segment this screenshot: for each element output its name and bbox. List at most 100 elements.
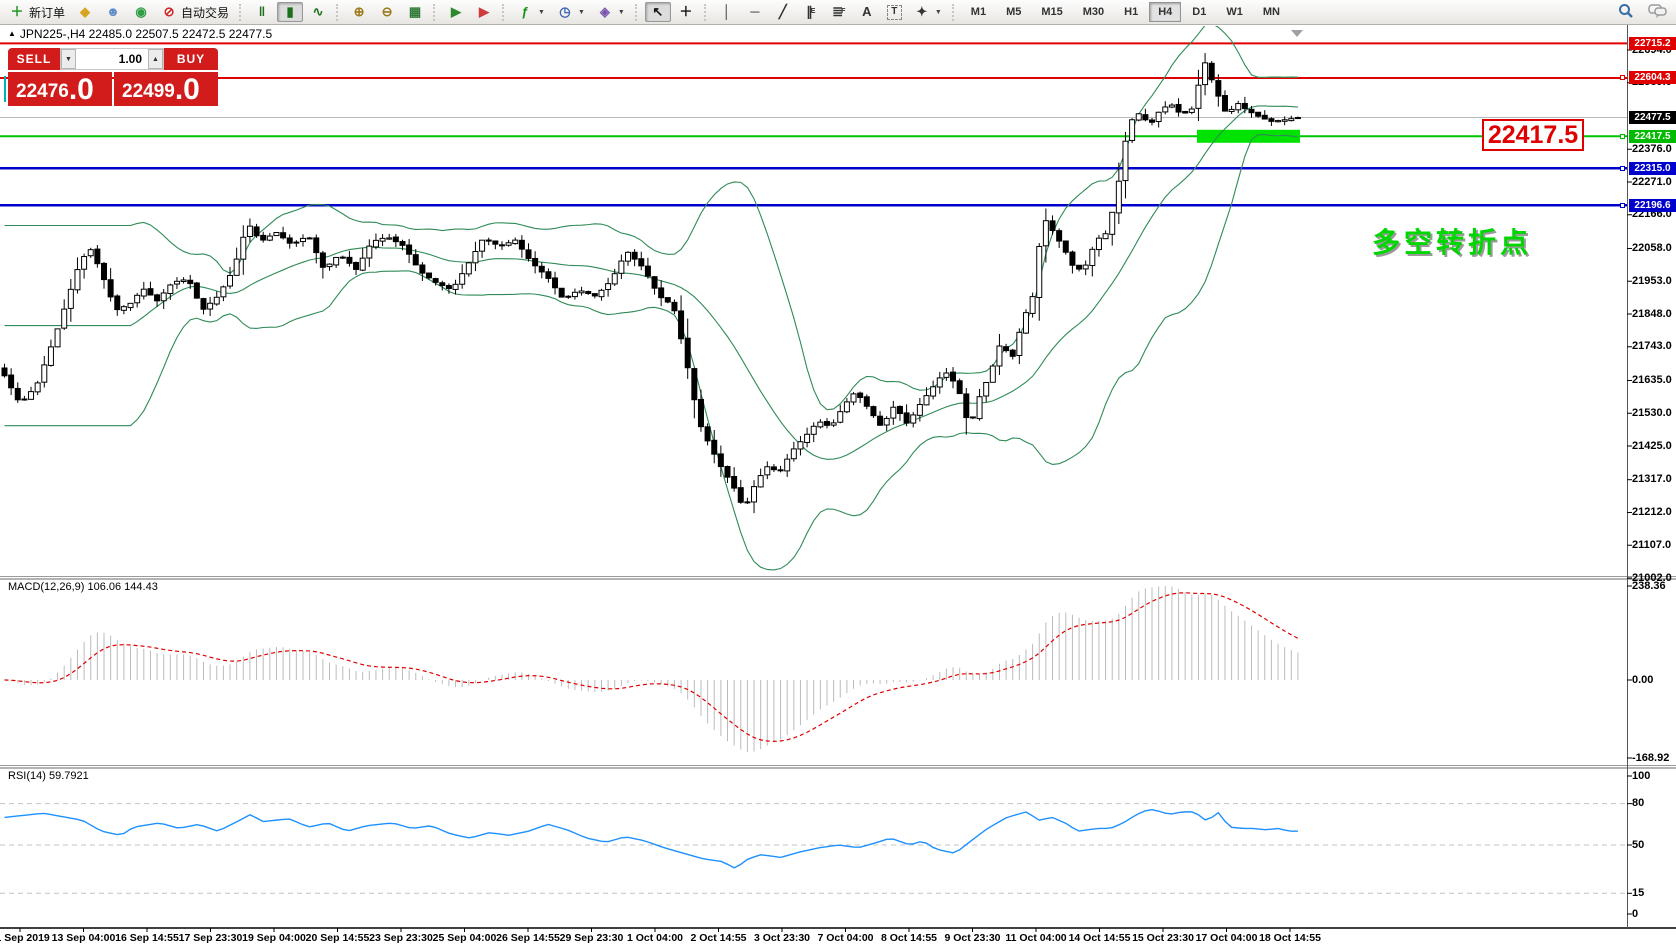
date-tick-label: 2 Oct 14:55 xyxy=(690,932,747,944)
date-tick-label: 23 Sep 23:30 xyxy=(369,932,433,944)
horizontal-line-button[interactable]: ─ xyxy=(742,2,768,22)
auto-scroll-button[interactable]: ▶ xyxy=(443,2,469,22)
navigator-icon: ☻ xyxy=(106,4,120,19)
toolbar-separator xyxy=(502,3,507,21)
tile-windows-icon: ▦ xyxy=(408,4,422,19)
bar-chart-icon: ‖ xyxy=(258,4,266,19)
date-tick-label: 3 Oct 23:30 xyxy=(753,932,811,944)
timeframe-m5-button[interactable]: M5 xyxy=(1006,6,1022,18)
text-label-icon: T xyxy=(886,4,902,20)
periods-button[interactable]: ◷ ▼ xyxy=(552,2,590,22)
chat-icon[interactable] xyxy=(1648,3,1668,24)
crosshair-icon: ＋ xyxy=(679,4,693,19)
rsi-tick-label: 0 xyxy=(1632,907,1639,920)
equidistant-channel-icon: ∥ E xyxy=(806,4,816,19)
date-tick-label: 17 Sep 23:30 xyxy=(178,932,243,944)
auto-scroll-icon: ▶ xyxy=(451,4,462,19)
timeframe-m1-button[interactable]: M1 xyxy=(970,6,987,18)
rsi-tick-label: 15 xyxy=(1632,886,1645,899)
collapse-panel-icon[interactable]: ▲ xyxy=(8,29,16,38)
vertical-line-button[interactable]: │ xyxy=(714,2,740,22)
date-tick-label: 13 Sep 04:00 xyxy=(51,932,116,944)
indicators-icon: ƒ xyxy=(521,4,529,19)
volume-decrease-button[interactable]: ▼ xyxy=(61,49,76,69)
buy-button[interactable]: BUY xyxy=(164,48,218,70)
chevron-down-icon[interactable]: ▼ xyxy=(934,8,942,16)
chevron-down-icon[interactable]: ▼ xyxy=(617,8,625,16)
signals-button[interactable]: ◉ xyxy=(128,2,154,22)
price-tick-label: 21107.0 xyxy=(1632,538,1672,551)
macd-indicator-label: MACD(12,26,9) 106.06 144.43 xyxy=(8,581,158,593)
toolbar-separator xyxy=(336,3,341,21)
price-line-badge: 22604.3 xyxy=(1629,71,1676,85)
date-tick-label: 18 Oct 14:55 xyxy=(1259,932,1321,944)
volume-increase-button[interactable]: ▲ xyxy=(148,49,163,69)
auto-trading-button-label: 自动交易 xyxy=(181,5,230,20)
volume-input[interactable]: 1.00 xyxy=(118,52,142,66)
text-icon: A xyxy=(862,4,872,19)
equidistant-channel-button[interactable]: ∥ E xyxy=(798,2,824,22)
line-end-marker xyxy=(1620,133,1625,139)
bar-chart-button[interactable]: ‖ xyxy=(249,2,275,22)
price-tick-label: 22271.0 xyxy=(1632,175,1672,188)
chevron-down-icon[interactable]: ▼ xyxy=(538,8,545,16)
timeframe-d1-button[interactable]: D1 xyxy=(1192,6,1207,18)
timeframe-h1-button[interactable]: H1 xyxy=(1124,6,1139,18)
line-end-marker xyxy=(1620,165,1625,171)
cursor-icon: ↖ xyxy=(652,4,664,19)
chevron-down-icon[interactable]: ▼ xyxy=(577,8,585,16)
rsi-indicator-label: RSI(14) 59.7921 xyxy=(8,770,89,782)
price-line-badge: 22715.2 xyxy=(1629,36,1676,50)
zoom-out-button[interactable]: ⊖ xyxy=(374,2,400,22)
templates-button[interactable]: ◈ ▼ xyxy=(592,2,630,22)
indicators-button[interactable]: ƒ ▼ xyxy=(512,2,550,22)
date-tick-label: 19 Sep 04:00 xyxy=(242,932,306,944)
volume-spinner: ▼ 1.00 ▲ xyxy=(60,48,164,70)
cursor-button[interactable]: ↖ xyxy=(644,2,671,22)
one-click-trade-panel: SELL ▼ 1.00 ▲ BUY 22476.0 22499.0 xyxy=(8,48,218,106)
timeframe-mn-button[interactable]: MN xyxy=(1262,6,1280,18)
symbol-ohlc-text: JPN225-,H4 22485.0 22507.5 22472.5 22477… xyxy=(19,27,273,41)
turning-point-annotation[interactable]: 多空转折点 xyxy=(1372,227,1533,258)
arrows-icon: ✦ xyxy=(916,4,928,19)
trendline-button[interactable]: ╱ xyxy=(770,2,796,22)
chart-title: ▲ JPN225-,H4 22485.0 22507.5 22472.5 2247… xyxy=(8,27,272,41)
timeframe-w1-button[interactable]: W1 xyxy=(1226,6,1243,18)
candlestick-chart-button[interactable]: ▮ xyxy=(277,2,304,22)
sell-price-display[interactable]: 22476.0 xyxy=(8,72,112,106)
toolbar-separator xyxy=(703,3,709,21)
main-toolbar: ＋新订单 ◆ ☻ ◉ ⊘ 自动交易 ‖ ▮ ∿ ⊕ ⊖ ▦ ▶ ▶ ƒ ▼ ◷ ▼ ◈ ▼ ↖ ＋ │ ─ ╱ ∥ E ≣ F A T ✦ ▼ … xyxy=(0,0,1676,25)
quote-tick-marker xyxy=(4,76,6,102)
chart-shift-icon: ▶ xyxy=(479,4,490,19)
macd-tick-label: 238.36 xyxy=(1632,579,1666,592)
timeframe-h4-button[interactable]: H4 xyxy=(1149,2,1182,22)
chart-shift-button[interactable]: ▶ xyxy=(471,2,497,22)
price-line-badge: 22315.0 xyxy=(1629,161,1676,175)
arrows-button[interactable]: ✦ ▼ xyxy=(909,2,947,22)
fibonacci-button[interactable]: ≣ F xyxy=(826,2,852,22)
date-tick-label: 1 Oct 04:00 xyxy=(626,932,684,944)
tile-windows-button[interactable]: ▦ xyxy=(402,2,428,22)
horizontal-line-icon: ─ xyxy=(750,4,760,19)
timeframe-m15-button[interactable]: M15 xyxy=(1041,6,1063,18)
auto-trading-button[interactable]: ⊘ 自动交易 xyxy=(156,2,234,22)
market-watch-button[interactable]: ◆ xyxy=(72,2,98,22)
price-callout-box[interactable]: 22417.5 xyxy=(1482,119,1584,151)
new-order-button[interactable]: ＋ 新订单 xyxy=(4,2,70,22)
date-tick-label: 26 Sep 14:55 xyxy=(496,932,560,944)
text-label-button[interactable]: T xyxy=(882,2,907,22)
timeframe-m30-button[interactable]: M30 xyxy=(1082,6,1105,18)
line-chart-button[interactable]: ∿ xyxy=(305,2,331,22)
search-icon[interactable] xyxy=(1618,3,1634,24)
navigator-button[interactable]: ☻ xyxy=(100,2,126,22)
crosshair-button[interactable]: ＋ xyxy=(673,2,699,22)
buy-price-display[interactable]: 22499.0 xyxy=(114,72,218,106)
zoom-in-button[interactable]: ⊕ xyxy=(346,2,372,22)
timeframe-toolbar: M1 M5 M15 M30 H1 H4 D1 W1 MN xyxy=(961,0,1290,24)
text-button[interactable]: A xyxy=(854,2,880,22)
date-tick-label: 20 Sep 14:55 xyxy=(305,932,370,944)
sell-button[interactable]: SELL xyxy=(8,48,60,70)
price-tick-label: 21530.0 xyxy=(1632,406,1672,419)
macd-tick-label: -168.92 xyxy=(1632,751,1670,764)
